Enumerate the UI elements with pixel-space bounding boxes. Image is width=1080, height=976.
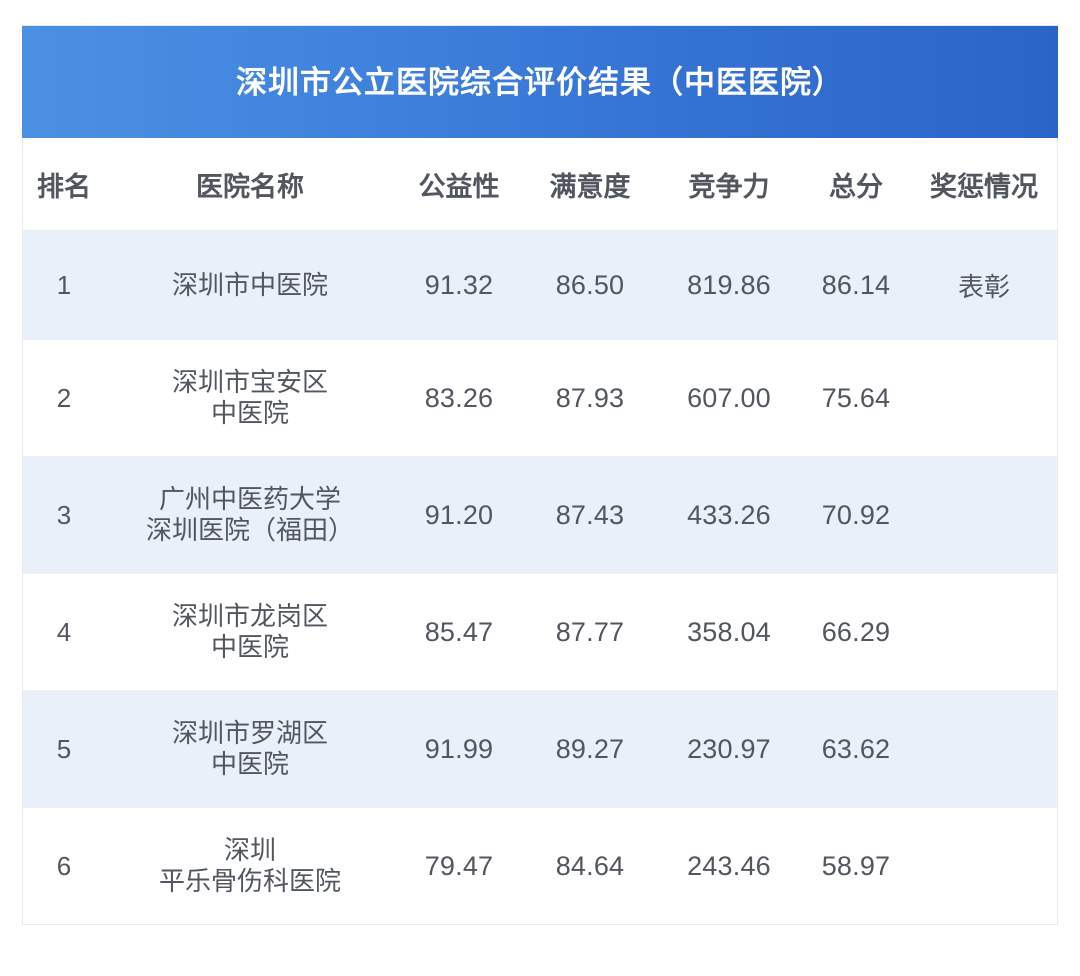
cell-competitive: 358.04 — [687, 616, 771, 647]
cell-competitive: 230.97 — [687, 733, 771, 764]
evaluation-table: 排名 医院名称 公益性 满意度 竞争力 总分 奖惩情况 1 深圳市中医院 91.… — [23, 138, 1057, 924]
column-header-public: 公益性 — [395, 138, 523, 231]
cell-total: 58.97 — [821, 850, 891, 881]
cell-award — [911, 457, 1057, 574]
table-row[interactable]: 6 深圳 平乐骨伤科医院 79.47 84.64 243.46 58.97 — [23, 807, 1057, 925]
cell-hospital-name: 深圳市中医院 — [105, 231, 395, 340]
column-header-name: 医院名称 — [105, 138, 395, 231]
page-title: 深圳市公立医院综合评价结果（中医医院） — [236, 64, 844, 100]
table-body: 1 深圳市中医院 91.32 86.50 819.86 86.14 表彰 2 深… — [23, 230, 1057, 925]
column-header-award: 奖惩情况 — [911, 138, 1057, 231]
cell-public: 83.26 — [424, 382, 494, 413]
cell-hospital-name: 广州中医药大学 深圳医院（福田） — [105, 457, 395, 574]
cell-satisfaction: 86.50 — [555, 269, 625, 300]
cell-satisfaction: 87.77 — [555, 616, 625, 647]
table-row[interactable]: 3 广州中医药大学 深圳医院（福田） 91.20 87.43 433.26 70… — [23, 456, 1057, 574]
table-row[interactable]: 5 深圳市罗湖区 中医院 91.99 89.27 230.97 63.62 — [23, 690, 1057, 808]
cell-public: 91.20 — [424, 499, 494, 530]
cell-competitive: 243.46 — [687, 850, 771, 881]
cell-satisfaction: 87.43 — [555, 499, 625, 530]
hospital-name-line-2: 中医院 — [210, 749, 289, 779]
cell-competitive: 433.26 — [687, 499, 771, 530]
cell-satisfaction: 87.93 — [555, 382, 625, 413]
cell-award — [911, 340, 1057, 457]
cell-rank: 3 — [56, 499, 72, 530]
cell-total: 70.92 — [821, 499, 891, 530]
cell-award: 表彰 — [957, 271, 1010, 302]
cell-rank: 1 — [56, 269, 72, 300]
hospital-name-line-1: 深圳市中医院 — [171, 269, 328, 300]
column-header-rank: 排名 — [23, 138, 105, 231]
hospital-name-line-2: 中医院 — [210, 632, 289, 662]
cell-total: 63.62 — [821, 733, 891, 764]
hospital-name-line-1: 深圳市龙岗区 — [171, 601, 328, 632]
title-banner: 深圳市公立医院综合评价结果（中医医院） — [22, 26, 1058, 138]
hospital-name-line-2: 深圳医院（福田） — [145, 515, 354, 545]
hospital-name-line-1: 深圳 — [223, 835, 276, 866]
cell-award — [911, 691, 1057, 808]
cell-hospital-name: 深圳 平乐骨伤科医院 — [105, 808, 395, 925]
table-row[interactable]: 2 深圳市宝安区 中医院 83.26 87.93 607.00 75.64 — [23, 339, 1057, 457]
column-header-satisfaction: 满意度 — [523, 138, 657, 231]
cell-hospital-name: 深圳市宝安区 中医院 — [105, 340, 395, 457]
hospital-name-line-1: 深圳市宝安区 — [171, 367, 328, 398]
cell-public: 91.99 — [424, 733, 494, 764]
cell-public: 91.32 — [424, 269, 494, 300]
hospital-name-line-2: 中医院 — [210, 398, 289, 428]
cell-hospital-name: 深圳市罗湖区 中医院 — [105, 691, 395, 808]
table-header: 排名 医院名称 公益性 满意度 竞争力 总分 奖惩情况 — [23, 138, 1057, 231]
column-header-total: 总分 — [801, 138, 911, 231]
cell-rank: 5 — [56, 733, 72, 764]
cell-total: 66.29 — [821, 616, 891, 647]
table-row[interactable]: 1 深圳市中医院 91.32 86.50 819.86 86.14 表彰 — [23, 230, 1057, 340]
cell-satisfaction: 89.27 — [555, 733, 625, 764]
cell-award — [911, 808, 1057, 925]
cell-satisfaction: 84.64 — [555, 850, 625, 881]
cell-hospital-name: 深圳市龙岗区 中医院 — [105, 574, 395, 691]
cell-total: 86.14 — [821, 269, 891, 300]
hospital-name-line-1: 深圳市罗湖区 — [171, 718, 328, 749]
cell-total: 75.64 — [821, 382, 891, 413]
cell-competitive: 607.00 — [687, 382, 771, 413]
cell-rank: 2 — [56, 382, 72, 413]
header-row: 排名 医院名称 公益性 满意度 竞争力 总分 奖惩情况 — [23, 138, 1057, 231]
cell-rank: 6 — [56, 850, 72, 881]
table-row[interactable]: 4 深圳市龙岗区 中医院 85.47 87.77 358.04 66.29 — [23, 573, 1057, 691]
cell-public: 79.47 — [424, 850, 494, 881]
cell-competitive: 819.86 — [687, 269, 771, 300]
hospital-name-line-1: 广州中医药大学 — [158, 484, 341, 515]
cell-rank: 4 — [56, 616, 72, 647]
cell-public: 85.47 — [424, 616, 494, 647]
evaluation-result-card: 深圳市公立医院综合评价结果（中医医院） 排名 医院名称 公益性 满意度 竞争力 … — [22, 25, 1058, 925]
column-header-competitive: 竞争力 — [657, 138, 801, 231]
hospital-name-line-2: 平乐骨伤科医院 — [158, 866, 341, 896]
cell-award — [911, 574, 1057, 691]
